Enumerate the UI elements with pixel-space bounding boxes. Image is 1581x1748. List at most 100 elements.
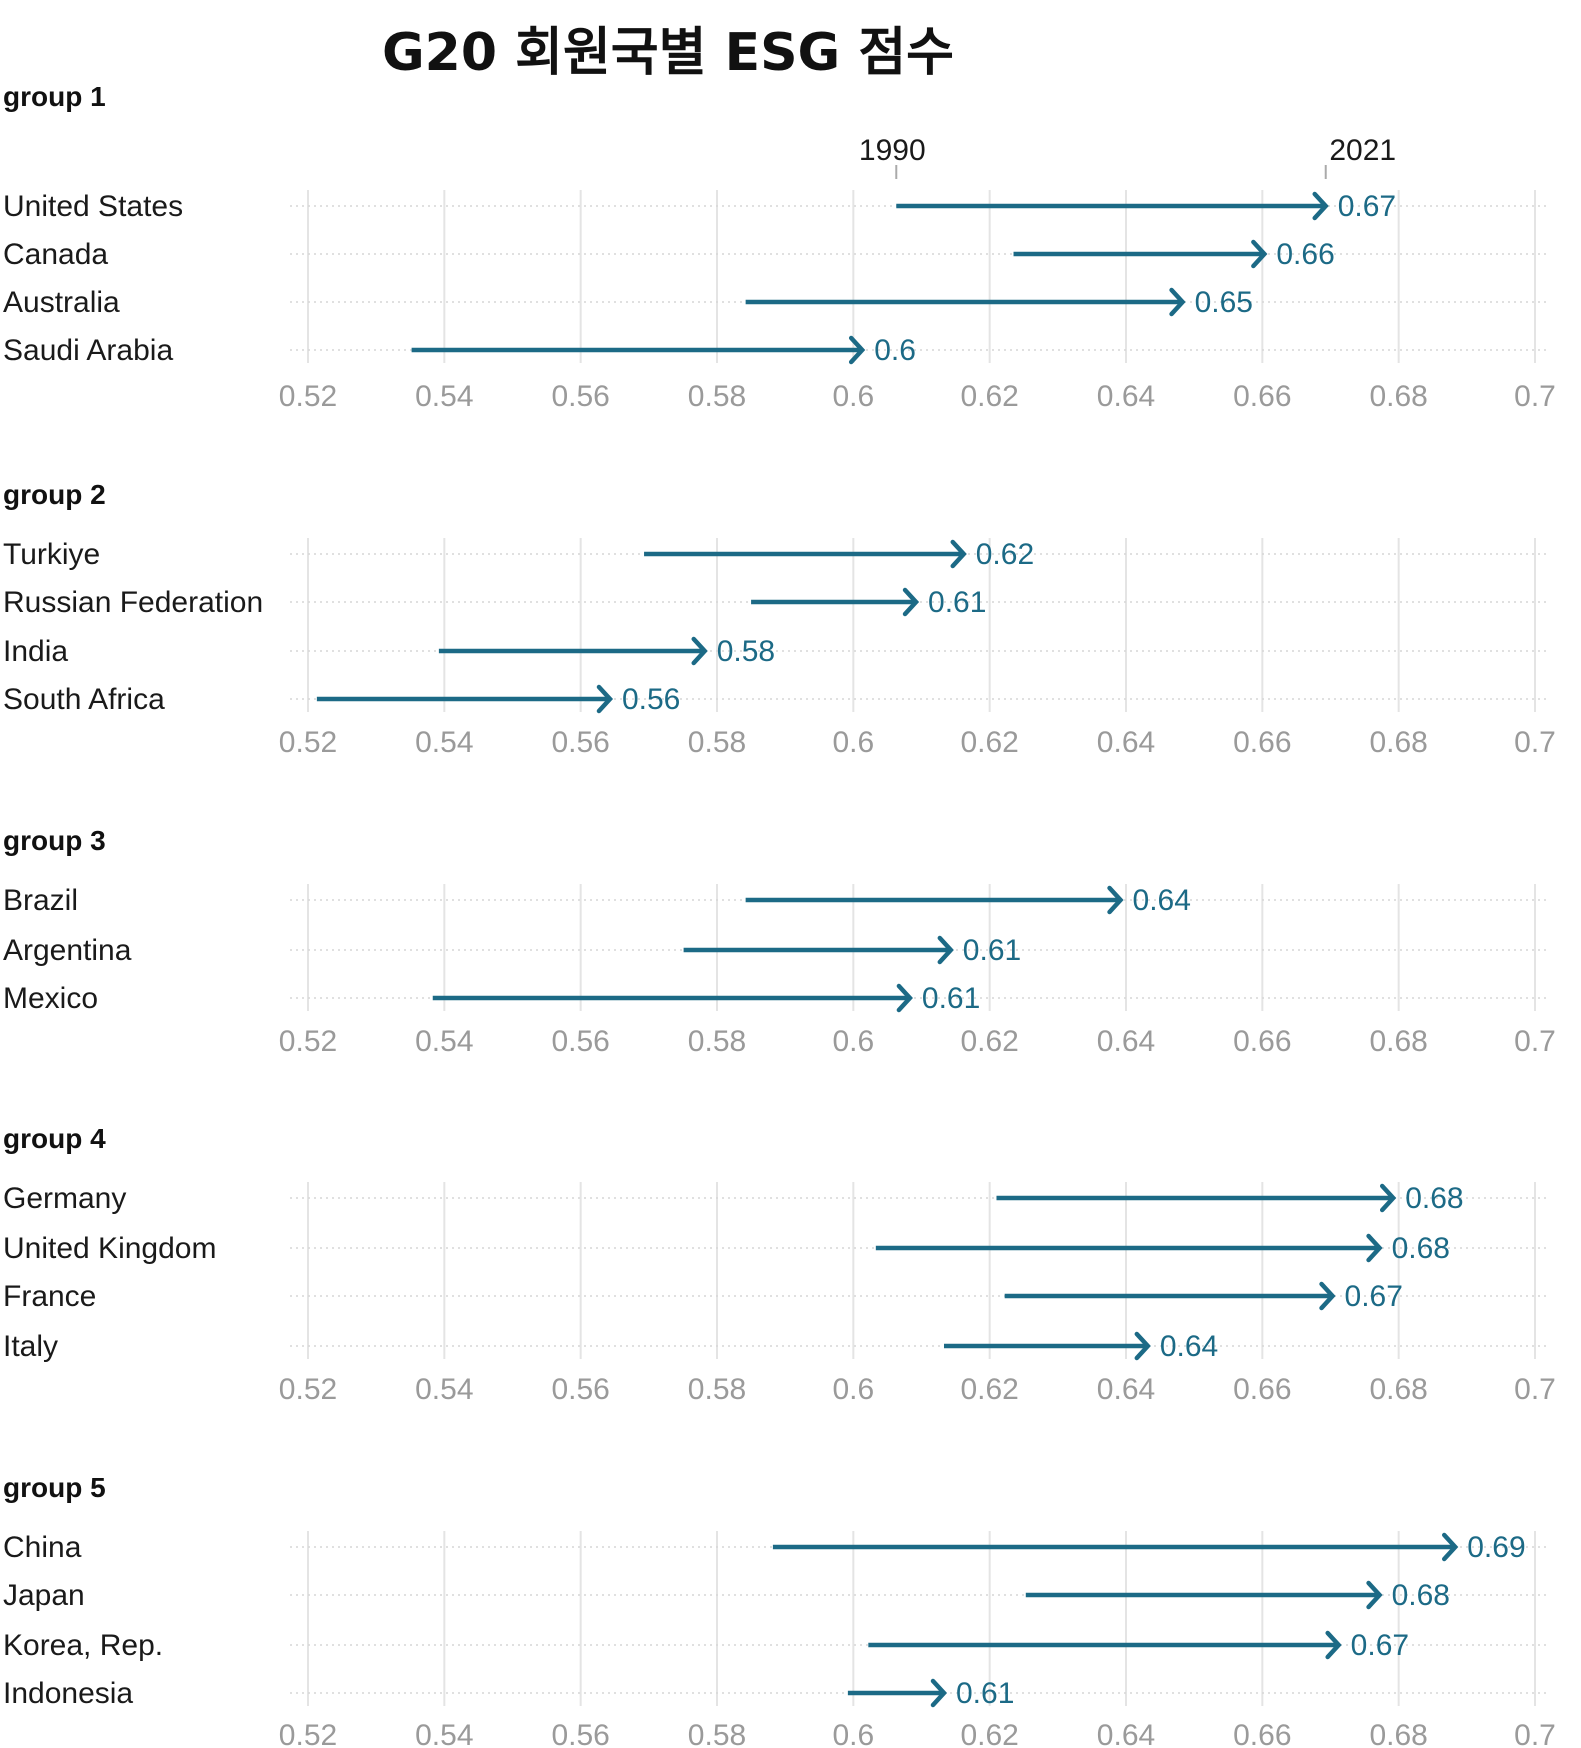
country-label: United States: [3, 190, 183, 223]
country-label: Canada: [3, 238, 108, 271]
group-label: group 1: [3, 81, 106, 112]
x-tick-label: 0.52: [279, 1025, 337, 1058]
x-tick-label: 0.68: [1369, 1719, 1427, 1748]
start-year-label: 1990: [859, 134, 926, 167]
group-label: group 5: [3, 1472, 106, 1503]
x-tick-label: 0.64: [1097, 1719, 1155, 1748]
country-label: Argentina: [3, 934, 132, 967]
arrow-head: [1366, 1233, 1383, 1263]
x-tick-label: 0.56: [551, 1373, 609, 1406]
x-tick-label: 0.6: [832, 1719, 874, 1748]
country-label: Germany: [3, 1182, 126, 1215]
x-tick-label: 0.54: [415, 1373, 473, 1406]
arrow-head: [1107, 885, 1124, 915]
x-tick-label: 0.52: [279, 1719, 337, 1748]
arrow-head: [937, 935, 954, 965]
x-tick-label: 0.64: [1097, 1373, 1155, 1406]
arrow-head: [1312, 191, 1329, 221]
x-tick-label: 0.64: [1097, 726, 1155, 759]
value-label: 0.69: [1467, 1531, 1525, 1564]
x-tick-label: 0.68: [1369, 1025, 1427, 1058]
group-label: group 4: [3, 1123, 106, 1154]
value-label: 0.62: [976, 538, 1034, 571]
country-label: Brazil: [3, 884, 78, 917]
x-tick-label: 0.7: [1514, 1719, 1556, 1748]
arrow-head: [902, 587, 920, 617]
value-label: 0.67: [1345, 1280, 1403, 1313]
x-tick-label: 0.56: [551, 1719, 609, 1748]
x-tick-label: 0.54: [415, 1025, 473, 1058]
arrow-head: [848, 335, 866, 365]
country-label: Mexico: [3, 982, 98, 1015]
x-tick-label: 0.7: [1514, 1025, 1556, 1058]
value-label: 0.61: [956, 1677, 1014, 1710]
x-tick-label: 0.6: [832, 1025, 874, 1058]
x-tick-label: 0.58: [688, 1719, 746, 1748]
x-tick-label: 0.62: [960, 1025, 1018, 1058]
x-tick-label: 0.56: [551, 726, 609, 759]
x-tick-label: 0.62: [960, 726, 1018, 759]
x-tick-label: 0.58: [688, 726, 746, 759]
country-label: Korea, Rep.: [3, 1629, 163, 1662]
x-tick-label: 0.62: [960, 1373, 1018, 1406]
x-tick-label: 0.68: [1369, 380, 1427, 413]
country-label: Italy: [3, 1330, 58, 1363]
end-year-label: 2021: [1329, 134, 1396, 167]
x-tick-label: 0.7: [1514, 726, 1556, 759]
arrow-head: [950, 539, 967, 569]
arrow-head: [930, 1678, 948, 1708]
x-tick-label: 0.52: [279, 1373, 337, 1406]
value-label: 0.6: [874, 334, 916, 367]
arrow-head: [1379, 1183, 1397, 1213]
x-tick-label: 0.68: [1369, 726, 1427, 759]
x-tick-label: 0.58: [688, 380, 746, 413]
value-label: 0.61: [963, 934, 1021, 967]
x-tick-label: 0.62: [960, 1719, 1018, 1748]
value-label: 0.68: [1392, 1579, 1450, 1612]
arrow-head: [1441, 1532, 1459, 1562]
value-label: 0.67: [1351, 1629, 1409, 1662]
country-label: Japan: [3, 1579, 85, 1612]
x-tick-label: 0.64: [1097, 1025, 1155, 1058]
group-label: group 3: [3, 825, 106, 856]
x-tick-label: 0.7: [1514, 1373, 1556, 1406]
value-label: 0.58: [717, 635, 775, 668]
arrow-head: [1251, 239, 1268, 269]
country-label: Russian Federation: [3, 586, 263, 619]
country-label: Saudi Arabia: [3, 334, 173, 367]
country-label: Indonesia: [3, 1677, 133, 1710]
x-tick-label: 0.66: [1233, 380, 1291, 413]
x-tick-label: 0.54: [415, 726, 473, 759]
arrow-head: [596, 684, 614, 714]
country-label: Turkiye: [3, 538, 100, 571]
value-label: 0.64: [1133, 884, 1191, 917]
country-label: India: [3, 635, 68, 668]
arrow-head: [1366, 1580, 1383, 1610]
value-label: 0.66: [1276, 238, 1334, 271]
x-tick-label: 0.6: [832, 726, 874, 759]
country-label: France: [3, 1280, 96, 1313]
group-label: group 2: [3, 479, 106, 510]
value-label: 0.56: [622, 683, 680, 716]
x-tick-label: 0.64: [1097, 380, 1155, 413]
arrow-head: [1169, 287, 1186, 317]
value-label: 0.61: [928, 586, 986, 619]
value-label: 0.61: [922, 982, 980, 1015]
arrow-head: [1325, 1630, 1342, 1660]
x-tick-label: 0.66: [1233, 726, 1291, 759]
country-label: United Kingdom: [3, 1232, 216, 1265]
value-label: 0.68: [1392, 1232, 1450, 1265]
x-tick-label: 0.7: [1514, 380, 1556, 413]
arrow-head: [691, 636, 708, 666]
x-tick-label: 0.56: [551, 380, 609, 413]
x-tick-label: 0.62: [960, 380, 1018, 413]
x-tick-label: 0.52: [279, 380, 337, 413]
country-label: China: [3, 1531, 82, 1564]
value-label: 0.65: [1195, 286, 1253, 319]
x-tick-label: 0.66: [1233, 1719, 1291, 1748]
arrow-head: [1319, 1281, 1336, 1311]
x-tick-label: 0.58: [688, 1025, 746, 1058]
x-tick-label: 0.66: [1233, 1373, 1291, 1406]
x-tick-label: 0.52: [279, 726, 337, 759]
